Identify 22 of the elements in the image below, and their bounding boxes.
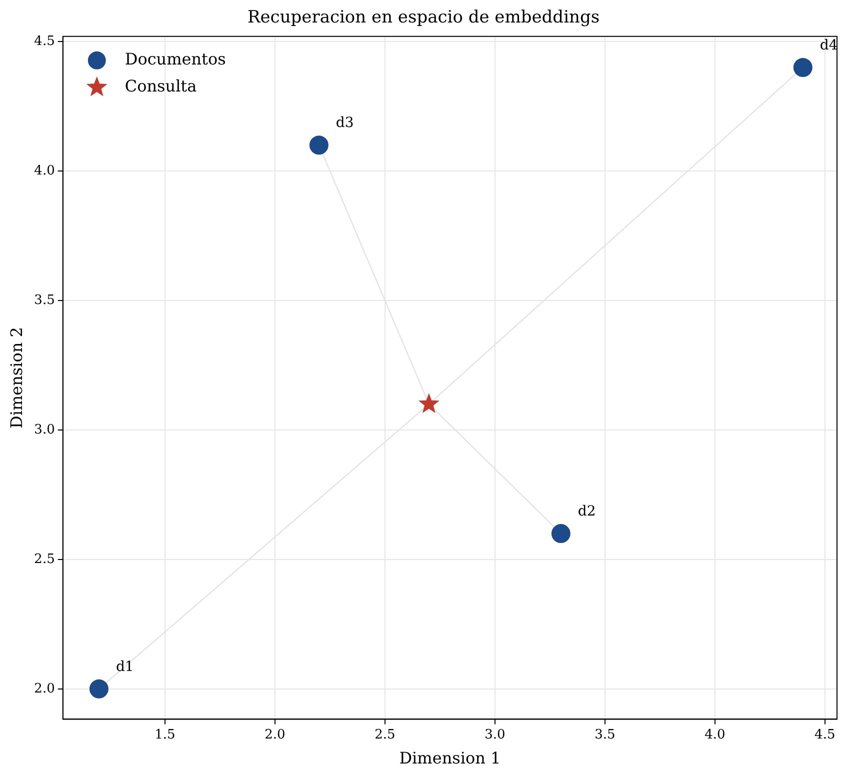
x-tick-label: 1.5 (154, 727, 176, 742)
x-tick-label: 4.0 (704, 727, 726, 742)
annotation: d2 (578, 504, 596, 520)
y-tick-label: 2.0 (34, 681, 55, 696)
y-axis-title: Dimension 2 (6, 327, 26, 429)
annotation: d1 (116, 658, 134, 675)
legend-label: Consulta (124, 76, 198, 96)
annotation: d4 (820, 37, 838, 54)
annotation: d3 (336, 115, 354, 132)
y-tick-label: 4.5 (34, 34, 55, 49)
y-tick-label: 4.0 (34, 163, 55, 178)
y-tick-label: 3.0 (34, 422, 55, 438)
x-tick-label: 2.5 (374, 727, 396, 742)
y-tick-label: 3.5 (34, 292, 55, 308)
y-tick-label: 2.5 (34, 552, 55, 567)
legend-label: Documentos (124, 50, 226, 69)
x-tick-label: 3.5 (594, 727, 616, 742)
x-tick-label: 4.5 (814, 727, 836, 742)
x-tick-label: 3.0 (484, 727, 506, 742)
x-axis-title: Dimension 1 (399, 748, 501, 768)
x-tick-label: 2.0 (264, 727, 286, 742)
chart-title: Recuperacion en espacio de embeddings (247, 8, 600, 28)
